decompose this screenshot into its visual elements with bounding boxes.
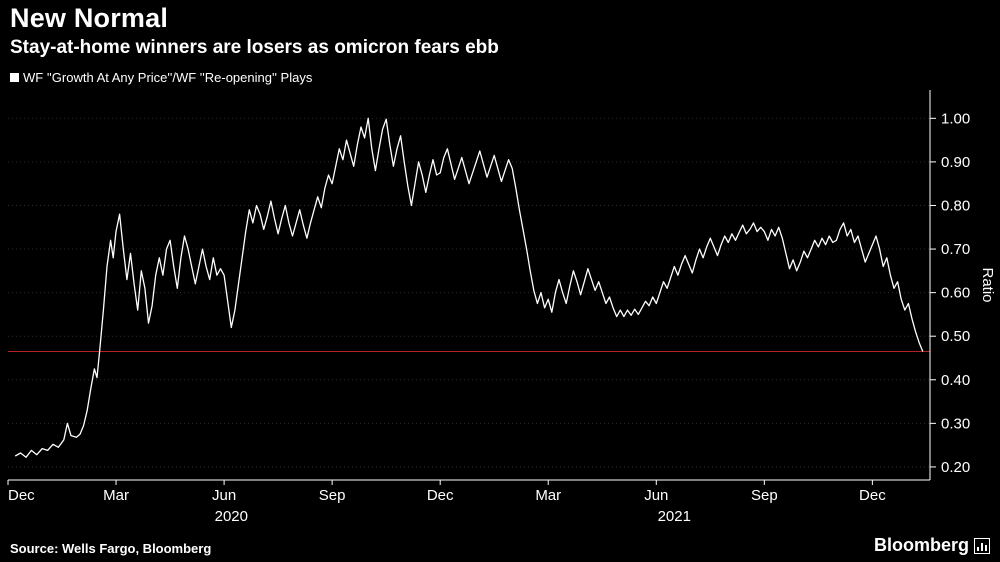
legend-marker-icon <box>10 72 19 82</box>
y-axis-title: Ratio <box>979 267 996 302</box>
chart-area: 0.20 0.30 0.40 0.50 0.60 0.70 0.80 0.90 1.00 Rati… <box>0 85 1000 530</box>
x-tick-label: Mar <box>535 487 561 504</box>
x-tick-label: Sep <box>319 487 346 504</box>
year-label: 2020 <box>215 508 248 525</box>
chart-subtitle: Stay-at-home winners are losers as omicr… <box>10 37 499 59</box>
legend: WF ''Growth At Any Price''/WF ''Re-openi… <box>10 70 990 85</box>
x-tick-label: Dec <box>427 487 454 504</box>
y-tick-label: 0.50 <box>941 328 970 345</box>
x-tick-label: Dec <box>8 487 35 504</box>
y-tick-label: 0.60 <box>941 285 970 302</box>
y-tick-label: 1.00 <box>941 110 970 127</box>
bloomberg-logo-text: Bloomberg <box>873 535 969 555</box>
y-tick-label: 0.40 <box>941 372 970 389</box>
x-tick-label: Jun <box>644 487 668 504</box>
year-label: 2021 <box>658 508 691 525</box>
y-tick-label: 0.70 <box>941 241 970 258</box>
x-tick-label: Dec <box>859 487 886 504</box>
chart-footer: Source: Wells Fargo, Bloomberg Bloomberg <box>0 530 1000 562</box>
y-tick-label: 0.90 <box>941 154 970 171</box>
y-tick-label: 0.80 <box>941 197 970 214</box>
x-tick-label: Mar <box>103 487 129 504</box>
chart-header: New Normal Stay-at-home winners are lose… <box>0 0 1000 85</box>
bloomberg-logo: Bloomberg <box>874 535 990 556</box>
ratio-line-chart: 0.20 0.30 0.40 0.50 0.60 0.70 0.80 0.90 1.00 Rati… <box>7 89 996 525</box>
series-line <box>14 117 924 458</box>
x-tick-label: Jun <box>212 487 236 504</box>
y-tick-label: 0.30 <box>941 415 970 432</box>
y-tick-label: 0.20 <box>941 459 970 476</box>
page-title: New Normal <box>10 3 169 33</box>
legend-label: WF ''Growth At Any Price''/WF ''Re-openi… <box>23 69 313 85</box>
x-tick-label: Sep <box>751 487 778 504</box>
bloomberg-chart-icon <box>974 537 990 554</box>
source-credit: Source: Wells Fargo, Bloomberg <box>10 541 212 556</box>
